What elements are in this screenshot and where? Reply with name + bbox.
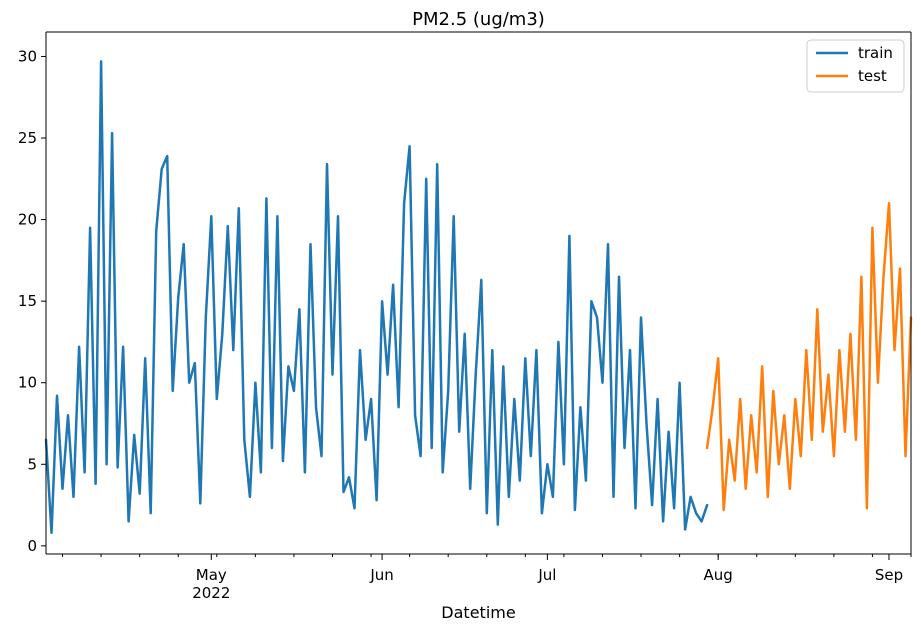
series-line-test	[705, 202, 913, 512]
legend: train test	[806, 39, 905, 93]
axes-layer	[45, 31, 912, 555]
y-tick-label-30: 30	[18, 47, 37, 65]
chart-title: PM2.5 (ug/m3)	[412, 9, 545, 30]
x-tick-label-may: May	[196, 566, 227, 584]
y-tick-label-25: 25	[18, 129, 37, 147]
series-line-train	[44, 60, 709, 535]
x-tick-label-sep: Sep	[875, 566, 903, 584]
x-tick-label-jul: Jul	[537, 566, 556, 584]
x-tick-sublabel-may: 2022	[192, 584, 230, 602]
y-tick-label-10: 10	[18, 374, 37, 392]
x-axis-label: Datetime	[441, 603, 515, 622]
x-tick-label-aug: Aug	[704, 566, 733, 584]
plot-area	[46, 32, 911, 554]
y-ticks: 0 5 10 15 20 25 30	[18, 47, 46, 555]
y-tick-label-20: 20	[18, 211, 37, 229]
legend-label-train: train	[858, 44, 893, 62]
legend-label-test: test	[858, 67, 887, 85]
y-tick-label-15: 15	[18, 292, 37, 310]
x-tick-label-jun: Jun	[369, 566, 393, 584]
y-tick-label-5: 5	[27, 455, 37, 473]
y-tick-label-0: 0	[27, 537, 37, 555]
series-layer	[44, 60, 913, 535]
